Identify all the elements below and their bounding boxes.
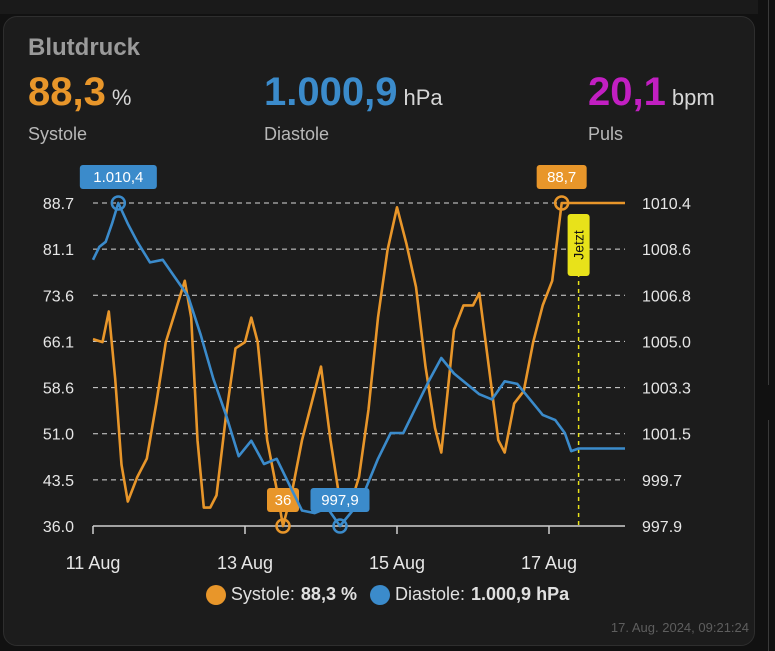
puls-metric[interactable]: 20,1 bpm — [588, 70, 715, 115]
y-left-tick-label: 66.1 — [43, 334, 74, 351]
systole-label: Systole — [28, 124, 88, 144]
card-title: Blutdruck — [28, 34, 141, 61]
systole-max-label: 88,7 — [547, 169, 576, 186]
y-right-tick-label: 997.9 — [642, 519, 682, 536]
y-left-tick-label: 88.7 — [43, 196, 74, 213]
y-left-tick-label: 81.1 — [43, 242, 74, 259]
y-left-tick-label: 58.6 — [43, 381, 74, 398]
diastole-max-label: 1.010,4 — [93, 169, 143, 186]
diastole-metric[interactable]: 1.000,9 hPa — [264, 70, 443, 115]
systole-metric[interactable]: 88,3% — [28, 70, 131, 115]
puls-value: 20,1 — [588, 70, 666, 114]
diastole-unit: hPa — [403, 85, 443, 110]
diastole-value: 1.000,9 — [264, 70, 398, 114]
legend-diastole-name: Diastole: — [394, 584, 466, 604]
y-left-tick-label: 73.6 — [43, 288, 74, 305]
legend-systole-value: 88,3 % — [300, 584, 357, 604]
legend-item-diastole[interactable]: Diastole: 1.000,9 hPa — [369, 584, 570, 605]
blood-pressure-card[interactable] — [3, 16, 755, 646]
diastole-max-point — [110, 195, 127, 211]
systole-value: 88,3 — [28, 70, 106, 114]
legend-diastole-value: 1.000,9 hPa — [471, 584, 570, 604]
y-right-tick-label: 1008.6 — [642, 242, 691, 259]
y-right-tick-label: 1003.3 — [642, 381, 691, 398]
y-left-tick-label: 51.0 — [43, 427, 74, 444]
diastole-label: Diastole — [264, 124, 330, 144]
systole-series-line — [92, 201, 625, 528]
y-right-tick-label: 1001.5 — [642, 427, 691, 444]
top-strip — [0, 0, 775, 14]
systole-min-label: 36 — [275, 492, 292, 509]
systole-min-label-bg — [267, 488, 299, 512]
legend-item-systole[interactable]: Systole: 88,3 % — [205, 584, 357, 605]
side-panel-edge — [768, 0, 775, 385]
now-marker-label-bg — [567, 214, 590, 276]
now-marker-label: Jetzt — [571, 230, 587, 260]
x-tick-label: 11 Aug — [66, 553, 121, 573]
diastole-max-label-bg — [79, 165, 157, 189]
diastole-dot-icon — [369, 584, 390, 605]
y-left-tick-label: 43.5 — [43, 473, 74, 490]
y-right-tick-label: 1005.0 — [642, 334, 691, 351]
systole-unit: % — [111, 85, 132, 110]
diastole-min-point — [332, 518, 348, 534]
x-tick-label: 13 Aug — [217, 553, 273, 573]
x-tick-label: 17 Aug — [521, 553, 577, 573]
y-right-tick-label: 999.7 — [642, 473, 682, 490]
systole-max-point — [553, 195, 570, 211]
side-panel-edge — [768, 420, 775, 651]
systole-dot-icon — [205, 584, 226, 605]
systole-max-label-bg — [536, 165, 587, 189]
systole-min-point — [275, 518, 291, 534]
diastole-min-label: 997,9 — [321, 492, 359, 509]
puls-label: Puls — [588, 124, 624, 144]
side-strip — [758, 0, 775, 651]
diastole-min-label-bg — [310, 488, 370, 512]
diastole-series-line — [91, 201, 625, 528]
legend-systole-name: Systole: — [230, 584, 295, 604]
y-right-tick-label: 1010.4 — [642, 196, 691, 213]
legend: Systole: 88,3 % Diastole: 1.000,9 hPa — [0, 584, 775, 610]
y-left-tick-label: 36.0 — [43, 519, 74, 536]
x-tick-label: 15 Aug — [369, 553, 425, 573]
y-right-tick-label: 1006.8 — [642, 288, 691, 305]
puls-unit: bpm — [671, 85, 715, 110]
last-updated-timestamp: 17. Aug. 2024, 09:21:24 — [610, 620, 749, 635]
